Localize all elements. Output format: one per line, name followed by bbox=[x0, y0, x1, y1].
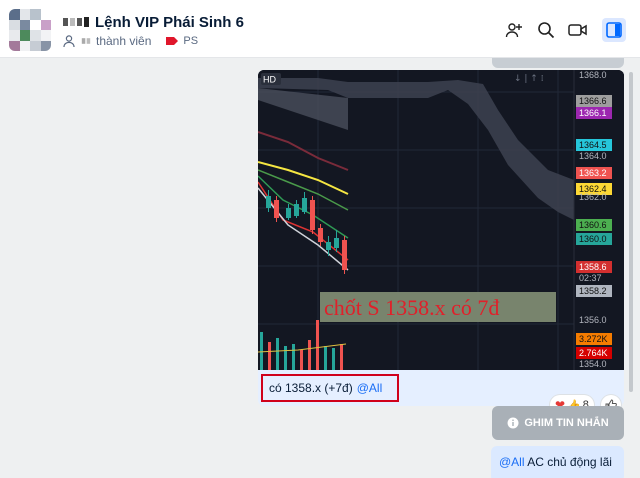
pin-message-label: GHIM TIN NHẮN bbox=[524, 417, 609, 429]
svg-text:↓ | ↑ ⁞: ↓ | ↑ ⁞ bbox=[514, 74, 544, 84]
price-label-bg bbox=[576, 233, 612, 245]
members-label: thành viên bbox=[96, 34, 152, 48]
price-label: 1362.4 bbox=[579, 184, 607, 194]
info-icon bbox=[507, 417, 519, 429]
price-label: 1358.2 bbox=[579, 286, 607, 296]
price-label: 1366.6 bbox=[579, 96, 607, 106]
price-label-bg bbox=[576, 219, 612, 231]
price-label: 1364.0 bbox=[579, 151, 607, 161]
caption-text: có 1358.x (+7đ) bbox=[269, 381, 353, 395]
price-label: 1356.0 bbox=[579, 315, 607, 325]
chart-image[interactable]: HD ↓ | ↑ ⁞ chốt S 1358.x có 7đ 1368.0136… bbox=[258, 70, 624, 370]
video-call-icon[interactable] bbox=[568, 20, 588, 40]
chart-overlay-text: chốt S 1358.x có 7đ bbox=[324, 295, 499, 320]
price-label-bg bbox=[576, 333, 612, 345]
chat-area: HD ↓ | ↑ ⁞ chốt S 1358.x có 7đ 1368.0 136… bbox=[0, 58, 640, 478]
price-label-bg bbox=[576, 139, 612, 151]
group-avatar[interactable] bbox=[9, 9, 51, 51]
price-label: 1358.6 bbox=[579, 262, 607, 272]
price-label-bg bbox=[576, 107, 612, 119]
price-label: 02:37 bbox=[579, 273, 602, 283]
price-label: 3.272K bbox=[579, 334, 608, 344]
add-member-icon[interactable] bbox=[504, 20, 524, 40]
price-label: 1366.1 bbox=[579, 108, 607, 118]
group-tag[interactable]: PS bbox=[183, 35, 199, 47]
message-mention[interactable]: @All bbox=[499, 455, 525, 469]
heart-icon: ❤ bbox=[555, 398, 566, 412]
price-label: 1362.0 bbox=[579, 192, 607, 202]
price-label: 1354.0 bbox=[579, 359, 607, 369]
message-text: AC chủ động lãi bbox=[527, 455, 612, 469]
chat-header: Lệnh VIP Phái Sinh 6 thành viên PS bbox=[0, 0, 640, 58]
search-icon[interactable] bbox=[536, 20, 556, 40]
tag-icon bbox=[166, 37, 179, 45]
reaction-count: 8 bbox=[582, 399, 589, 411]
pin-message-button[interactable]: GHIM TIN NHẮN bbox=[492, 406, 624, 440]
sidebar-toggle-icon[interactable] bbox=[602, 18, 626, 42]
price-label: 1368.0 bbox=[579, 70, 607, 80]
price-label: 1364.5 bbox=[579, 140, 607, 150]
price-label-bg bbox=[576, 183, 612, 195]
group-title: Lệnh VIP Phái Sinh 6 bbox=[95, 13, 244, 31]
price-label-bg bbox=[576, 285, 612, 297]
chat-scrollbar[interactable] bbox=[629, 72, 633, 392]
price-label-bg bbox=[576, 167, 612, 179]
title-prefix-blur bbox=[63, 17, 89, 27]
member-count-blur bbox=[81, 38, 91, 44]
text-message[interactable]: @All AC chủ động lãi bbox=[491, 446, 624, 478]
price-label: 1360.6 bbox=[579, 220, 607, 230]
member-icon bbox=[63, 35, 75, 48]
price-label: 2.764K bbox=[579, 348, 608, 358]
price-label-bg bbox=[576, 347, 612, 359]
price-label-bg bbox=[576, 261, 612, 273]
previous-message-edge bbox=[492, 58, 624, 68]
price-label: 1363.2 bbox=[579, 168, 607, 178]
price-label: 1360.0 bbox=[579, 234, 607, 244]
caption-mention[interactable]: @All bbox=[356, 381, 383, 395]
hd-badge: HD bbox=[263, 75, 276, 85]
group-subinfo: thành viên PS bbox=[62, 34, 198, 48]
price-label-bg bbox=[576, 95, 612, 107]
message-caption: có 1358.x (+7đ) @All bbox=[261, 374, 399, 402]
image-message[interactable]: HD ↓ | ↑ ⁞ chốt S 1358.x có 7đ 1368.0 136… bbox=[258, 70, 624, 406]
